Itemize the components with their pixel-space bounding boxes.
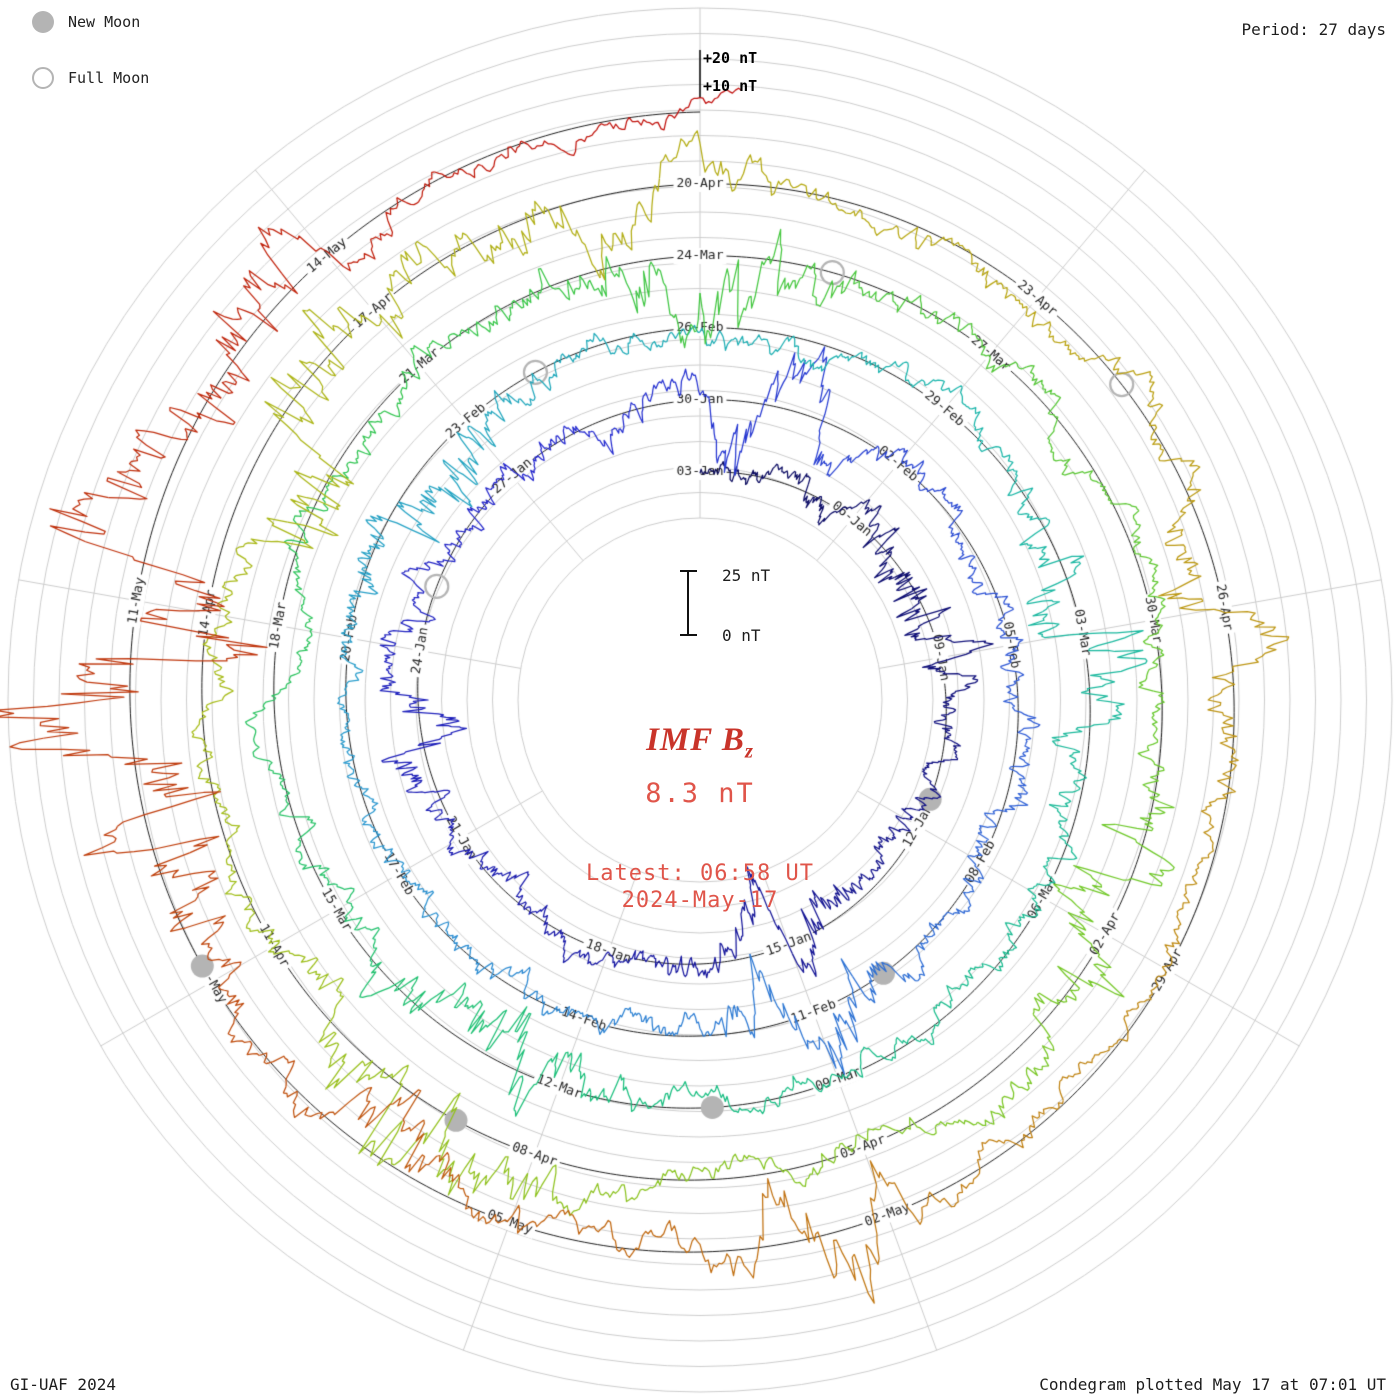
scale-bar-stem	[687, 570, 689, 636]
period-label: Period: 27 days	[1241, 20, 1387, 39]
credit-label: GI-UAF 2024	[10, 1375, 116, 1394]
outer-scale-plus20-label: +20 nT	[703, 49, 758, 67]
new-moon-icon	[32, 11, 54, 33]
outer-scale-plus10-label: +10 nT	[703, 77, 758, 95]
plotted-label: Condegram plotted May 17 at 07:01 UT	[1039, 1375, 1386, 1394]
new-moon-label: New Moon	[68, 13, 141, 31]
legend-new-moon: New Moon	[32, 11, 140, 33]
legend-full-moon: Full Moon	[32, 67, 149, 89]
scale-bar-0nt-label: 0 nT	[722, 626, 761, 645]
chart-title: IMF Bz	[450, 722, 950, 764]
full-moon-label: Full Moon	[68, 69, 150, 87]
latest-timestamp: Latest: 06:58 UT 2024-May-17	[450, 860, 950, 914]
chart-title-main: IMF B	[646, 722, 745, 758]
chart-title-subscript: z	[744, 740, 754, 763]
scale-bar-bottom-cap	[680, 634, 697, 636]
latest-time-line: Latest: 06:58 UT	[586, 861, 814, 886]
latest-value: 8.3 nT	[645, 778, 755, 809]
scale-bar-25nt-label: 25 nT	[722, 566, 771, 585]
scale-bar	[680, 570, 697, 636]
latest-date-line: 2024-May-17	[621, 888, 779, 913]
full-moon-icon	[32, 67, 54, 89]
